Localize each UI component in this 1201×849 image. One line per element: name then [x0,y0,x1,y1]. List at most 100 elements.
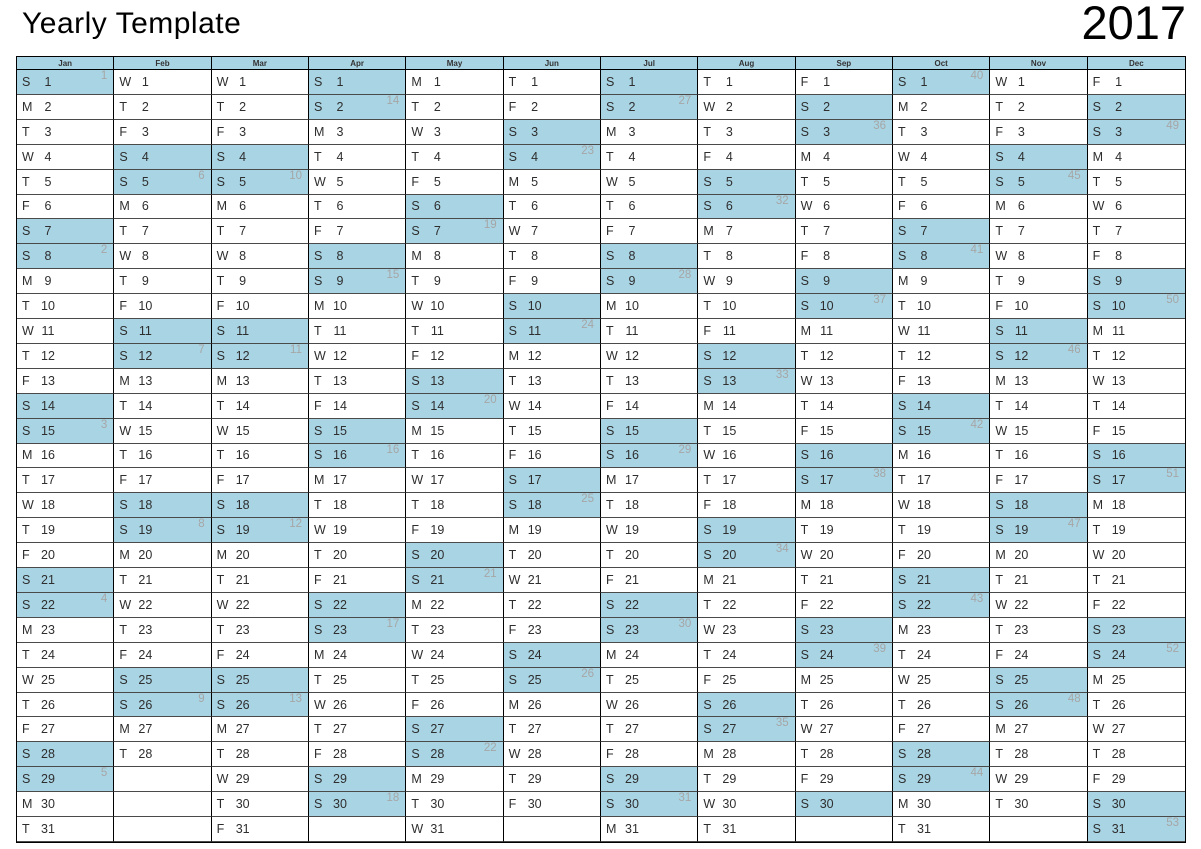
day-letter: T [1092,573,1101,587]
day-letter: S [119,348,128,363]
month-header-jul: Jul [601,57,699,70]
day-number: 31 [1111,822,1126,837]
day-letter: W [898,323,910,338]
day-number: 6 [628,199,636,214]
day-cell: M 18 [1087,493,1185,519]
day-letter: S [508,498,517,513]
day-letter: T [606,672,614,687]
day-number: 28 [138,747,153,762]
day-cell: S 18 [990,493,1088,519]
week-number: 23 [581,144,594,157]
day-cell: S 29 [601,767,699,793]
day-cell: M 10 [309,294,407,320]
day-letter: W [216,249,229,264]
day-number: 8 [531,249,539,264]
day-letter: T [606,323,614,338]
day-letter: M [411,74,422,89]
day-number: 13 [722,373,737,388]
day-number: 2 [44,99,52,114]
day-number: 30 [235,797,250,812]
day-number: 26 [625,697,639,712]
day-letter: W [508,398,521,413]
week-number: 9 [198,692,205,705]
day-letter: S [898,423,907,438]
day-cell: S 8 41 [893,244,991,270]
day-number: 6 [433,199,441,214]
day-number: 23 [235,622,250,637]
day-number: 28 [41,747,55,762]
day-cell: M 13 [211,368,309,394]
day-number: 5 [531,174,539,189]
day-letter: M [800,498,812,513]
day-number: 1 [141,74,149,89]
day-number: 28 [430,747,445,762]
day-letter: T [314,672,322,687]
day-number: 13 [138,373,153,388]
day-number: 27 [41,722,55,737]
day-number: 7 [141,224,149,239]
day-cell: S 19 12 [211,518,309,544]
day-cell: S 12 11 [211,343,309,369]
day-number: 31 [41,822,55,837]
day-letter: M [606,299,617,314]
day-letter: F [314,224,322,239]
day-letter: T [216,224,225,239]
day-cell: F 14 [601,393,699,419]
day-letter: S [411,573,420,587]
day-letter: T [703,647,711,662]
week-number: 26 [581,667,594,680]
day-cell: T 12 [1087,344,1185,369]
day-cell: T 24 [893,642,991,668]
day-cell: S 29 5 [17,767,115,793]
day-number: 5 [1017,174,1025,189]
day-letter: T [606,149,614,164]
day-number: 17 [625,473,639,488]
day-number: 29 [41,772,55,787]
week-number: 5 [100,767,108,780]
day-letter: S [216,174,225,189]
week-number: 28 [678,269,692,282]
day-number: 1 [920,74,928,89]
day-number: 5 [44,174,52,189]
day-letter: T [216,448,225,463]
day-letter: S [314,274,323,289]
day-letter: S [411,747,420,762]
day-letter: M [411,772,422,787]
day-cell: W 19 [601,518,699,544]
day-letter: S [995,323,1004,338]
day-letter: T [411,149,419,164]
day-number: 8 [44,249,52,264]
day-letter: M [314,647,325,662]
day-number: 4 [1017,149,1025,164]
day-letter: S [606,797,615,812]
day-cell: T 26 [893,692,991,718]
day-letter: M [606,473,617,488]
day-cell: S 15 [601,418,699,444]
day-letter: T [606,548,614,563]
day-letter: F [1092,74,1101,89]
day-letter: F [411,174,419,189]
day-cell: T 28 [795,742,893,768]
day-letter: W [703,274,716,289]
day-number: 5 [725,174,733,189]
day-number: 30 [430,797,445,812]
day-number: 13 [430,373,445,388]
day-letter: M [898,622,909,637]
day-number: 21 [138,573,153,587]
day-number: 5 [239,174,247,189]
day-letter: S [1092,274,1101,289]
day-letter: S [1092,797,1101,812]
day-cell: S 23 17 [309,617,407,643]
day-number: 2 [531,99,539,114]
day-letter: T [606,722,614,737]
day-cell: S 26 [698,692,796,718]
day-letter: S [995,697,1004,712]
day-number: 23 [1014,622,1029,637]
